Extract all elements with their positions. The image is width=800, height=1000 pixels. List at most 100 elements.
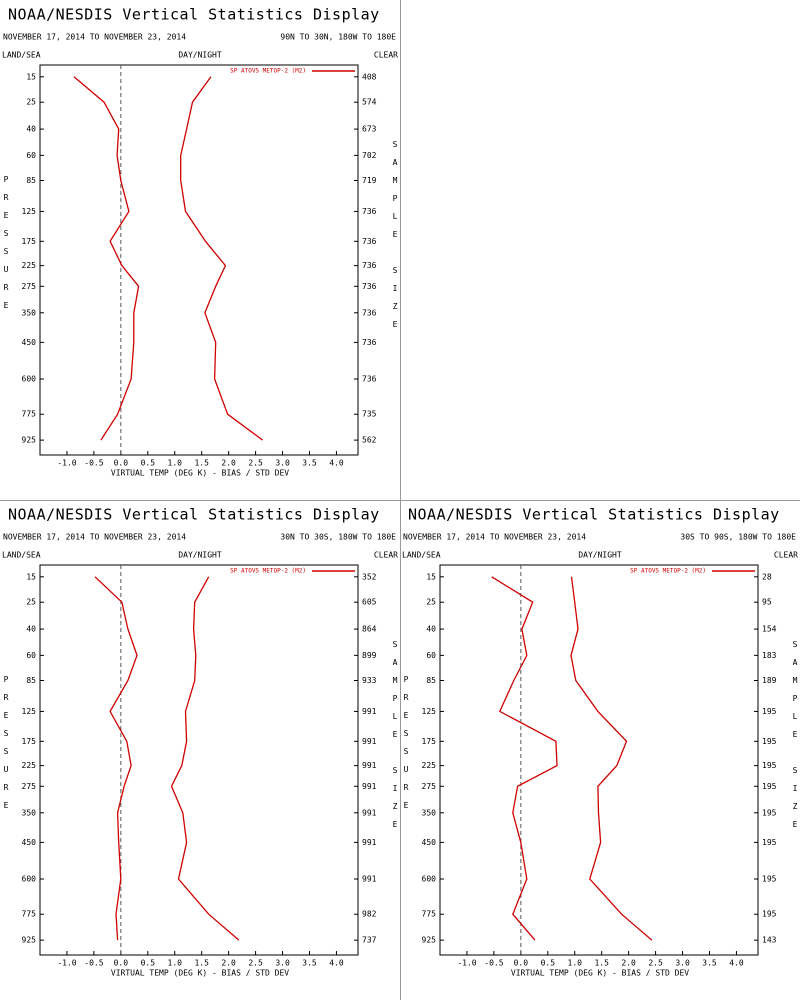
sample-size: 195 (762, 707, 777, 716)
x-tick-label: 2.0 (621, 959, 636, 968)
pressure-label: 125 (422, 707, 437, 716)
pressure-label: 925 (22, 436, 37, 445)
sample-size: 736 (362, 282, 377, 291)
bias-line (73, 76, 140, 441)
sample-size: 673 (362, 125, 377, 134)
plot-frame (39, 64, 359, 456)
pressure-label: 60 (26, 651, 36, 660)
sample-size: 195 (762, 808, 777, 817)
x-tick-label: -1.0 (457, 959, 476, 968)
x-tick-label: -0.5 (484, 959, 503, 968)
region: 90N TO 30N, 180W TO 180E (280, 33, 396, 42)
land-sea-label: LAND/SEA (2, 551, 41, 560)
sample-size: 702 (362, 151, 377, 160)
x-tick-label: 2.0 (221, 459, 236, 468)
x-tick-label: 4.0 (329, 959, 344, 968)
pressure-label: 125 (22, 207, 37, 216)
pressure-label: 275 (22, 782, 37, 791)
x-tick-label: -1.0 (57, 459, 76, 468)
sample-size: 28 (762, 572, 772, 581)
sample-size: 736 (362, 237, 377, 246)
sample-size: 195 (762, 875, 777, 884)
pressure-label: 600 (22, 375, 37, 384)
x-tick-label: 4.0 (729, 959, 744, 968)
x-tick-label: 2.5 (248, 959, 263, 968)
sample-size: 899 (362, 651, 377, 660)
bias-line (94, 576, 138, 941)
x-tick-label: 1.5 (594, 959, 609, 968)
y2-axis-label: SAMPLE SIZE (391, 140, 400, 338)
pressure-label: 600 (422, 875, 437, 884)
sample-size: 736 (362, 261, 377, 270)
std-dev-line (170, 576, 240, 941)
pressure-label: 25 (426, 598, 436, 607)
x-tick-label: 0.0 (114, 459, 129, 468)
sample-size: 352 (362, 572, 377, 581)
sample-size: 736 (362, 375, 377, 384)
sample-size: 991 (362, 707, 377, 716)
pressure-label: 40 (26, 125, 36, 134)
date-range: NOVEMBER 17, 2014 TO NOVEMBER 23, 2014 (403, 533, 586, 542)
x-tick-label: 0.5 (541, 959, 556, 968)
pressure-label: 275 (22, 282, 37, 291)
x-tick-label: 1.0 (168, 959, 183, 968)
day-night-label: DAY/NIGHT (178, 551, 222, 560)
x-tick-label: -0.5 (84, 459, 103, 468)
x-tick-label: 3.0 (275, 459, 290, 468)
pressure-label: 275 (422, 782, 437, 791)
sample-size: 95 (762, 598, 772, 607)
pressure-label: 925 (22, 936, 37, 945)
x-tick-label: 3.5 (302, 459, 317, 468)
sample-size: 737 (362, 936, 377, 945)
x-tick-label: 0.0 (114, 959, 129, 968)
pressure-label: 925 (422, 936, 437, 945)
pressure-label: 25 (26, 98, 36, 107)
sample-size: 735 (362, 410, 377, 419)
sample-size: 991 (362, 782, 377, 791)
pressure-label: 15 (426, 572, 436, 581)
pressure-label: 775 (22, 410, 37, 419)
x-tick-label: -1.0 (57, 959, 76, 968)
x-tick-label: 1.0 (168, 459, 183, 468)
pressure-label: 450 (422, 838, 437, 847)
pressure-label: 15 (26, 572, 36, 581)
pressure-label: 450 (22, 338, 37, 347)
x-tick-label: 2.0 (221, 959, 236, 968)
y2-axis-label: SAMPLE SIZE (391, 640, 400, 838)
x-tick-label: 0.5 (141, 459, 156, 468)
x-tick-label: 0.5 (141, 959, 156, 968)
pressure-label: 25 (26, 598, 36, 607)
x-axis-label: VIRTUAL TEMP (DEG K) - BIAS / STD DEV (111, 969, 289, 978)
sample-size: 195 (762, 838, 777, 847)
pressure-label: 350 (22, 808, 37, 817)
y2-axis-label: SAMPLE SIZE (791, 640, 800, 838)
sample-size: 982 (362, 910, 377, 919)
pressure-label: 225 (422, 761, 437, 770)
x-tick-label: 2.5 (248, 459, 263, 468)
pressure-label: 350 (22, 308, 37, 317)
y-axis-label: PRESSURE (2, 175, 11, 319)
sample-size: 991 (362, 737, 377, 746)
x-tick-label: -0.5 (84, 959, 103, 968)
x-tick-label: 3.5 (702, 959, 717, 968)
bias-line (491, 576, 558, 941)
std-dev-line (180, 76, 263, 441)
pressure-label: 775 (22, 910, 37, 919)
sample-size: 189 (762, 676, 777, 685)
sample-size: 736 (362, 308, 377, 317)
region: 30S TO 90S, 180W TO 180E (680, 533, 796, 542)
sample-size: 143 (762, 936, 777, 945)
pressure-label: 225 (22, 761, 37, 770)
sample-size: 991 (362, 838, 377, 847)
sample-size: 183 (762, 651, 777, 660)
sample-size: 195 (762, 910, 777, 919)
pressure-label: 225 (22, 261, 37, 270)
pressure-label: 600 (22, 875, 37, 884)
panel-title: NOAA/NESDIS Vertical Statistics Display (8, 506, 380, 524)
x-tick-label: 1.0 (568, 959, 583, 968)
sample-size: 195 (762, 761, 777, 770)
sample-size: 991 (362, 761, 377, 770)
pressure-label: 175 (22, 737, 37, 746)
pressure-label: 175 (22, 237, 37, 246)
x-tick-label: 3.5 (302, 959, 317, 968)
